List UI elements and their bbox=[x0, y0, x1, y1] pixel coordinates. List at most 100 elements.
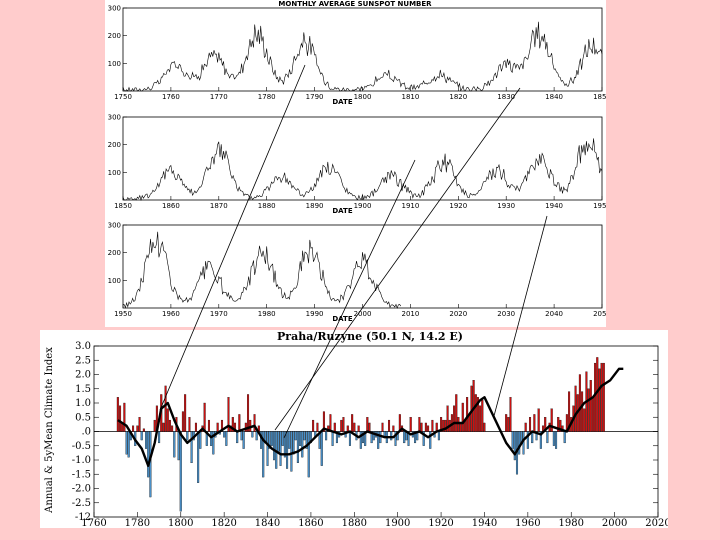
sunspot-x-tick-label: 1800 bbox=[354, 93, 372, 101]
sunspot-x-axis-label: DATE bbox=[332, 315, 352, 323]
sunspot-y-tick-label: 300 bbox=[108, 114, 121, 122]
data-bar bbox=[600, 362, 603, 432]
y-tick-label: -2.5 bbox=[72, 498, 91, 509]
data-bar bbox=[220, 419, 224, 432]
data-bar bbox=[268, 431, 271, 449]
sunspot-x-tick-label: 1820 bbox=[449, 93, 467, 101]
x-tick-label: 1920 bbox=[428, 518, 453, 528]
sunspot-x-tick-label: 1830 bbox=[497, 93, 515, 101]
data-bar bbox=[246, 394, 250, 432]
data-bar bbox=[164, 385, 167, 432]
x-tick-label: 1840 bbox=[255, 518, 280, 528]
data-bar bbox=[552, 431, 555, 446]
data-bar bbox=[301, 431, 304, 458]
data-bar bbox=[270, 431, 273, 446]
data-bar bbox=[359, 431, 362, 449]
x-tick-label: 1760 bbox=[81, 518, 106, 528]
x-tick-label: 2020 bbox=[645, 518, 668, 528]
data-bar bbox=[539, 431, 542, 449]
data-bar bbox=[511, 431, 514, 449]
data-bar bbox=[132, 425, 135, 432]
data-bar bbox=[387, 419, 391, 432]
data-bar bbox=[429, 431, 432, 449]
data-bar bbox=[372, 431, 375, 441]
data-bar bbox=[207, 419, 210, 432]
sunspot-series-line bbox=[122, 21, 603, 92]
data-bar bbox=[266, 431, 269, 466]
sunspot-x-axis-label: DATE bbox=[332, 207, 352, 215]
data-bar bbox=[440, 417, 443, 432]
sunspot-x-tick-label: 1900 bbox=[354, 202, 372, 210]
data-bar bbox=[145, 431, 148, 449]
data-bar bbox=[505, 414, 508, 432]
data-bar bbox=[186, 431, 189, 441]
data-bar bbox=[474, 394, 477, 432]
data-bar bbox=[446, 405, 449, 432]
data-bar bbox=[322, 411, 325, 432]
data-bar bbox=[283, 431, 286, 458]
x-tick-label: 1820 bbox=[211, 518, 236, 528]
sunspot-y-tick-label: 300 bbox=[108, 222, 121, 230]
data-bar bbox=[370, 431, 373, 444]
x-tick-label: 1960 bbox=[515, 518, 540, 528]
data-bar bbox=[526, 431, 529, 449]
data-bar bbox=[158, 431, 161, 444]
sunspot-title: MONTHLY AVERAGE SUNSPOT NUMBER bbox=[278, 0, 432, 8]
sunspot-y-tick-label: 200 bbox=[108, 141, 121, 149]
sunspot-x-tick-label: 1960 bbox=[162, 310, 180, 318]
data-bar bbox=[381, 422, 384, 432]
data-bar bbox=[125, 431, 128, 455]
sunspot-y-tick-label: 200 bbox=[108, 32, 121, 40]
y-tick-label: -1.5 bbox=[72, 469, 91, 480]
sunspot-x-tick-label: 1770 bbox=[210, 93, 228, 101]
data-bar bbox=[123, 402, 126, 432]
data-bar bbox=[299, 431, 302, 446]
data-bar bbox=[557, 417, 560, 432]
y-tick-label: 2.5 bbox=[75, 355, 91, 366]
data-bar bbox=[342, 417, 345, 432]
chart-title: Praha/Ruzyne (50.1 N, 14.2 E) bbox=[277, 330, 463, 343]
data-bar bbox=[138, 417, 141, 432]
sunspot-x-tick-label: 1950 bbox=[593, 202, 606, 210]
sunspot-chart: MONTHLY AVERAGE SUNSPOT NUMBER 100 200 300… bbox=[108, 0, 611, 323]
sunspot-y-tick-label: 100 bbox=[108, 169, 121, 177]
data-bar bbox=[233, 422, 237, 432]
data-bar bbox=[231, 417, 234, 432]
sunspot-x-tick-label: 1860 bbox=[162, 202, 180, 210]
data-bar bbox=[550, 408, 553, 432]
data-bar bbox=[184, 394, 187, 432]
data-bar bbox=[168, 419, 171, 432]
data-bar bbox=[119, 405, 122, 432]
y-tick-label: 0.5 bbox=[75, 412, 91, 423]
data-bar bbox=[555, 431, 558, 449]
data-bar bbox=[453, 405, 456, 432]
data-bar bbox=[479, 405, 482, 432]
data-bar bbox=[140, 431, 143, 441]
sunspot-x-axis-label: DATE bbox=[332, 98, 352, 106]
sunspot-y-tick-label: 100 bbox=[108, 277, 121, 285]
y-tick-label: 2.0 bbox=[75, 370, 91, 381]
sunspot-x-tick-label: 1870 bbox=[210, 202, 228, 210]
data-bar bbox=[312, 419, 315, 432]
data-bar bbox=[303, 431, 306, 441]
x-tick-label: 2000 bbox=[602, 518, 627, 528]
y-tick-label: 3.0 bbox=[75, 341, 91, 352]
x-tick-label: 1800 bbox=[168, 518, 193, 528]
data-bar bbox=[281, 431, 284, 446]
data-bar bbox=[589, 380, 592, 432]
sunspot-x-tick-label: 1760 bbox=[162, 93, 180, 101]
sunspot-x-tick-label: 1850 bbox=[593, 93, 606, 101]
data-bar bbox=[253, 414, 256, 432]
data-bar bbox=[153, 419, 156, 432]
connector-line bbox=[493, 215, 548, 417]
data-bar bbox=[290, 431, 293, 472]
x-tick-label: 1940 bbox=[472, 518, 497, 528]
data-bar bbox=[578, 374, 581, 432]
five-year-mean-line bbox=[117, 367, 624, 467]
data-bar bbox=[136, 425, 139, 432]
data-bar bbox=[587, 388, 590, 432]
sunspot-figure: MONTHLY AVERAGE SUNSPOT NUMBER 100 200 300… bbox=[105, 0, 611, 327]
data-bar bbox=[518, 431, 521, 455]
x-tick-label: 1780 bbox=[125, 518, 150, 528]
sunspot-x-tick-label: 1880 bbox=[258, 202, 276, 210]
